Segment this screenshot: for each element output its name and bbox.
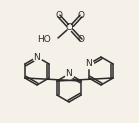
Text: O: O [55,11,63,21]
Text: HO: HO [37,36,51,45]
Text: N: N [66,69,72,78]
Text: O: O [78,11,85,21]
Text: N: N [85,60,92,69]
Text: O: O [78,36,85,45]
Text: Cl: Cl [66,23,75,32]
Text: N: N [34,53,40,62]
